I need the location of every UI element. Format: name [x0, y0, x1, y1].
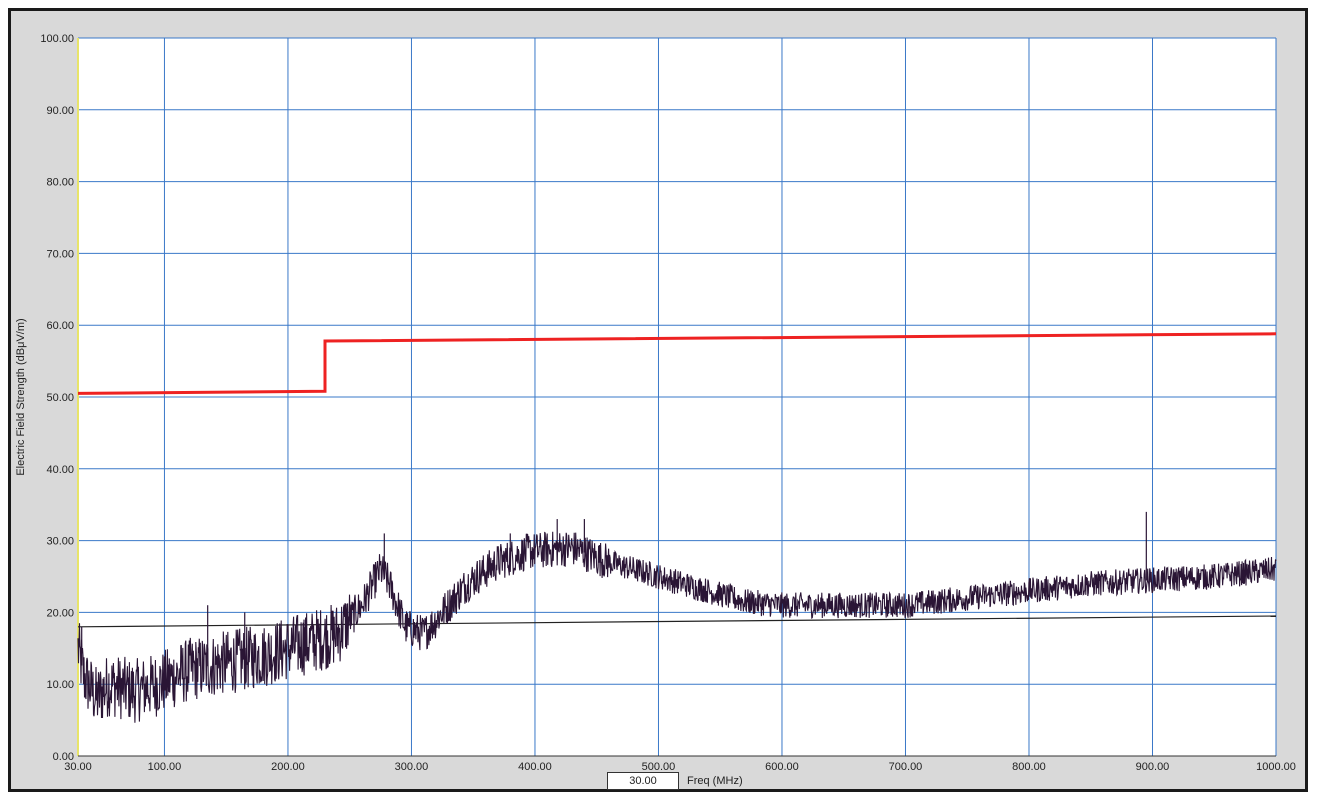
y-tick-label: 100.00 [40, 33, 74, 45]
y-axis-label: Electric Field Strength (dBμV/m) [15, 318, 27, 475]
y-tick-label: 60.00 [46, 320, 74, 332]
y-tick-label: 70.00 [46, 248, 74, 260]
y-tick-label: 10.00 [46, 679, 74, 691]
y-tick-label: 80.00 [46, 177, 74, 189]
y-tick-label: 50.00 [46, 392, 74, 404]
series-layer [77, 332, 1277, 723]
series-limit-line [77, 332, 1277, 395]
x-tick-label: 600.00 [765, 761, 799, 773]
y-tick-label: 30.00 [46, 536, 74, 548]
y-tick-label: 20.00 [46, 607, 74, 619]
x-tick-label: 200.00 [271, 761, 305, 773]
x-tick-label: 800.00 [1012, 761, 1046, 773]
y-tick-label: 40.00 [46, 464, 74, 476]
x-tick-label: 900.00 [1136, 761, 1170, 773]
x-tick-label: 30.00 [64, 761, 92, 773]
series-measured-trace [77, 531, 1277, 723]
x-tick-label: 500.00 [642, 761, 676, 773]
y-axis-ticks: 0.00 10.00 20.00 30.00 40.00 50.00 60.00 70.00 8… [40, 33, 74, 763]
y-tick-label: 90.00 [46, 105, 74, 117]
x-tick-label: 100.00 [148, 761, 182, 773]
y-tick-label: 0.00 [53, 751, 74, 763]
x-tick-label: 1000.00 [1256, 761, 1296, 773]
x-tick-label: 400.00 [518, 761, 552, 773]
x-tick-label: 700.00 [889, 761, 923, 773]
x-axis-label: Freq (MHz) [687, 775, 743, 787]
cursor-frequency-field[interactable]: 30.00 [607, 772, 679, 790]
x-axis-ticks: 30.00 100.00 200.00 300.00 400.00 500.00 600.0… [64, 761, 1296, 773]
x-tick-label: 300.00 [395, 761, 429, 773]
